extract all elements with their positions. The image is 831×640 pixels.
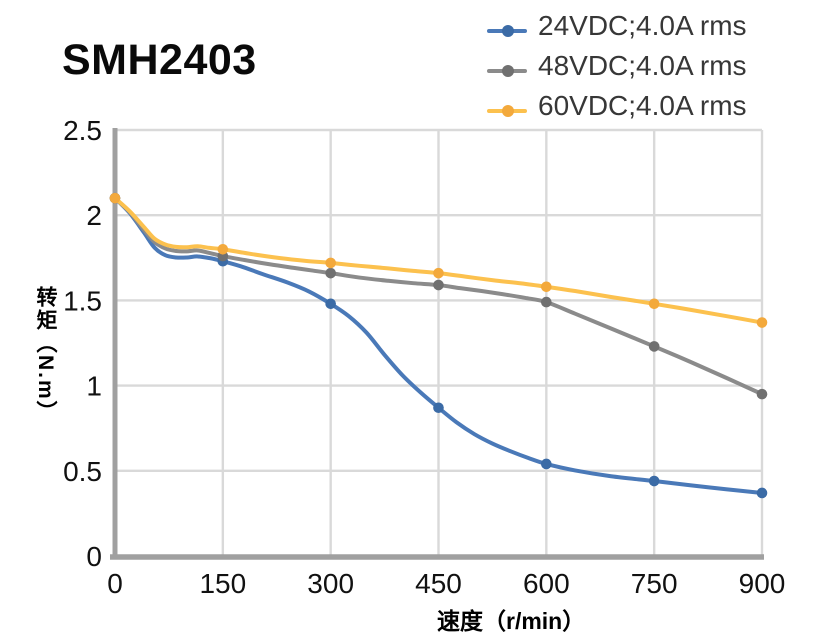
x-tick-label: 0 (107, 568, 123, 599)
y-axis-title: 转矩（N.m） (34, 286, 57, 424)
series-dot-icon (502, 25, 514, 37)
data-point (541, 458, 552, 470)
legend-item-48vdc: 48VDC;4.0A rms (487, 46, 747, 86)
data-point (325, 298, 336, 310)
legend-item-60vdc: 60VDC;4.0A rms (487, 86, 747, 126)
x-tick-label: 150 (199, 568, 246, 599)
data-point (109, 192, 121, 204)
legend-label: 48VDC;4.0A rms (538, 50, 747, 81)
y-tick-label: 1.5 (63, 285, 102, 316)
x-tick-label: 750 (631, 568, 678, 599)
data-point (433, 402, 444, 414)
data-point (433, 267, 444, 279)
data-point (325, 257, 336, 269)
x-tick-label: 300 (307, 568, 354, 599)
legend-label: 60VDC;4.0A rms (538, 90, 747, 121)
legend: 24VDC;4.0A rms 48VDC;4.0A rms 60VDC;4.0A… (487, 6, 747, 126)
chart-title: SMH2403 (62, 36, 257, 84)
series-curve-0 (113, 196, 764, 495)
series-dot-icon (502, 105, 514, 117)
data-point (541, 296, 552, 308)
x-axis-title: 速度（r/min） (437, 608, 586, 634)
x-tick-label: 900 (739, 568, 786, 599)
series-curve-2 (113, 196, 764, 325)
x-tick-label: 450 (415, 568, 462, 599)
data-point (756, 388, 768, 400)
series-swatch-icon (487, 86, 527, 126)
series-swatch-icon (487, 6, 527, 46)
data-point (756, 487, 768, 499)
data-point (648, 341, 660, 352)
series-swatch-icon (487, 46, 527, 86)
data-point (325, 267, 336, 279)
data-point (217, 243, 229, 255)
legend-item-24vdc: 24VDC;4.0A rms (487, 6, 747, 46)
data-point (648, 298, 660, 310)
data-point (648, 475, 660, 487)
series-curve-1 (113, 196, 764, 397)
y-tick-label: 0 (86, 541, 102, 572)
y-tick-label: 0.5 (63, 456, 102, 487)
y-tick-label: 1 (86, 371, 102, 402)
data-point (433, 279, 444, 291)
x-tick-label: 600 (523, 568, 570, 599)
y-tick-label: 2.5 (63, 115, 102, 146)
legend-label: 24VDC;4.0A rms (538, 10, 747, 41)
data-point (756, 317, 768, 328)
series-dot-icon (502, 65, 514, 77)
y-tick-label: 2 (86, 200, 102, 231)
data-point (541, 281, 552, 293)
